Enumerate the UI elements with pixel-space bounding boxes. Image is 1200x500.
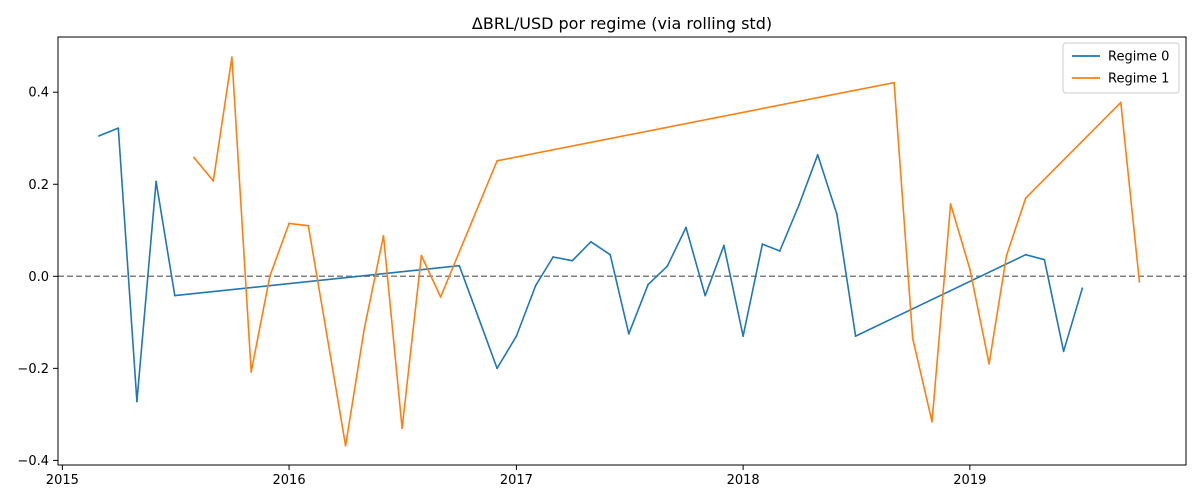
data-point-regime-1-2 [231,56,233,59]
data-point-regime-0-24 [816,153,819,156]
data-point-regime-0-10 [552,256,554,258]
data-point-regime-1-13 [439,296,442,298]
data-point-regime-1-1 [212,180,215,182]
data-point-regime-1-18 [949,203,952,205]
data-point-regime-0-29 [1062,350,1065,353]
data-point-regime-0-21 [761,243,764,245]
data-point-regime-1-14 [496,159,499,162]
data-point-regime-0-18 [704,294,707,297]
data-point-regime-0-14 [627,332,630,335]
data-point-regime-1-17 [931,420,933,423]
data-point-regime-0-26 [854,335,857,338]
data-point-regime-1-24 [1138,280,1141,283]
legend: Regime 0 Regime 1 [1062,42,1180,94]
data-point-regime-1-21 [1005,254,1008,257]
data-point-regime-0-13 [609,253,612,256]
plot-area [57,36,1187,466]
y-tick-label: −0.4 [17,454,49,469]
x-tick-label: 2019 [953,473,986,488]
chart-title: ΔBRL/USD por regime (via rolling std) [472,14,772,33]
data-point-regime-0-3 [155,180,158,183]
x-tick-label: 2016 [273,473,306,488]
legend-label-regime-0: Regime 0 [1108,50,1169,65]
data-point-regime-1-10 [382,234,385,237]
y-tick-label: −0.2 [17,362,49,377]
data-point-regime-1-20 [988,362,990,365]
y-axis: −0.4 −0.2 0.0 0.2 0.4 [17,86,58,469]
data-point-regime-0-7 [496,367,499,370]
data-point-regime-1-0 [193,156,195,159]
data-point-regime-0-5 [458,264,461,267]
data-point-regime-1-6 [307,224,310,227]
y-tick-label: 0.2 [28,178,49,193]
data-point-regime-0-17 [685,226,687,229]
data-point-regime-0-27 [1024,253,1027,256]
plot-frame [57,36,1187,466]
data-point-regime-1-5 [288,222,290,225]
data-point-regime-0-9 [534,284,537,287]
data-point-regime-0-20 [742,335,745,338]
data-point-regime-1-11 [401,427,404,430]
x-tick-label: 2017 [500,473,533,488]
data-point-regime-1-3 [250,371,253,373]
y-tick-label: 0.4 [28,86,49,101]
data-point-regime-0-0 [98,135,100,137]
data-point-regime-0-2 [135,400,138,403]
data-point-regime-1-7 [325,330,328,333]
data-point-regime-0-25 [836,213,838,216]
x-tick-label: 2015 [46,473,79,488]
data-point-regime-0-12 [590,240,592,243]
data-point-regime-0-16 [666,265,669,268]
data-point-regime-0-28 [1043,258,1046,261]
x-axis: 2015 2016 2017 2018 2019 [46,465,986,488]
data-point-regime-1-19 [968,268,971,270]
x-tick-label: 2018 [727,473,760,488]
data-point-regime-1-16 [911,337,914,340]
data-point-regime-1-15 [893,81,895,84]
y-tick-label: 0.0 [28,270,49,285]
data-point-regime-0-15 [647,283,649,286]
data-point-regime-0-4 [173,294,176,297]
data-point-regime-0-11 [571,259,574,262]
data-point-regime-0-8 [515,335,518,338]
data-point-regime-1-12 [420,254,423,257]
data-point-regime-0-22 [778,250,781,252]
data-point-regime-1-8 [344,444,347,447]
data-point-regime-1-22 [1024,197,1027,199]
series-line-regime-0 [98,127,1084,403]
data-point-regime-1-9 [363,328,366,331]
data-point-regime-0-23 [798,204,800,206]
legend-label-regime-1: Regime 1 [1108,72,1169,87]
series-line-regime-1 [193,56,1141,447]
data-point-regime-1-4 [268,275,271,278]
data-point-regime-0-6 [477,316,480,319]
data-point-regime-0-1 [117,127,120,130]
data-point-regime-0-30 [1081,287,1084,290]
data-point-regime-1-23 [1119,101,1122,104]
data-point-regime-0-19 [722,244,725,247]
